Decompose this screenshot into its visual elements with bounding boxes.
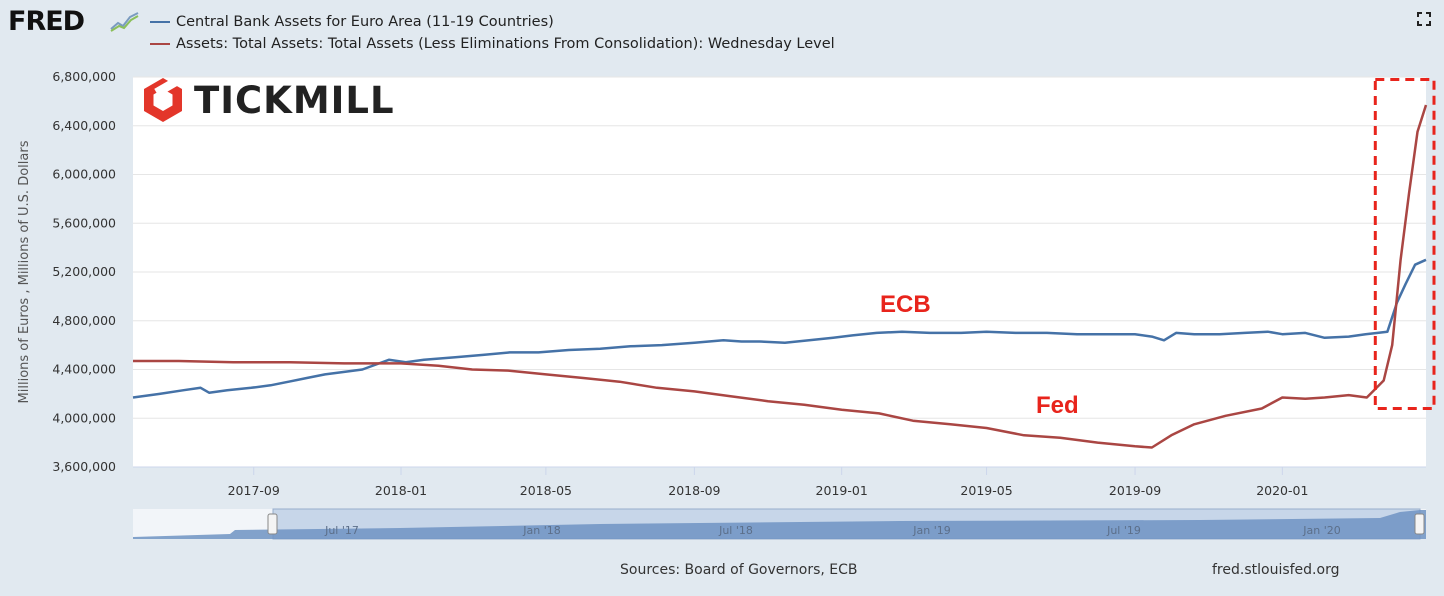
annotation-fed: Fed — [1036, 392, 1079, 419]
navigator-label: Jul '18 — [718, 524, 753, 537]
footer-site-link[interactable]: fred.stlouisfed.org — [1212, 562, 1340, 578]
series-line-fed — [133, 104, 1428, 449]
footer-sources: Sources: Board of Governors, ECB — [620, 562, 858, 578]
y-tick-label: 5,600,000 — [52, 215, 116, 230]
x-tick-label: 2018-05 — [520, 483, 572, 498]
x-tick-label: 2020-01 — [1256, 483, 1308, 498]
y-axis-label: Millions of Euros , Millions of U.S. Dol… — [17, 140, 32, 403]
navigator-handle-right[interactable] — [1414, 513, 1425, 535]
navigator-labels: Jul '17 Jan '18 Jul '18 Jan '19 Jul '19 Jan '… — [324, 524, 1341, 537]
y-tick-label: 5,200,000 — [52, 264, 116, 279]
legend-item-fed[interactable]: Assets: Total Assets: Total Assets (Less… — [150, 36, 835, 52]
y-tick-label: 4,400,000 — [52, 362, 116, 377]
y-tick-label: 6,800,000 — [52, 69, 116, 84]
legend-label-fed: Assets: Total Assets: Total Assets (Less… — [176, 36, 835, 52]
y-tick-label: 3,600,000 — [52, 459, 116, 474]
navigator-label: Jul '19 — [1106, 524, 1141, 537]
header: FRED Central Bank Assets for Euro Area (… — [0, 0, 1444, 66]
navigator-label: Jul '17 — [324, 524, 359, 537]
legend-label-ecb: Central Bank Assets for Euro Area (11-19… — [176, 14, 554, 30]
navigator-label: Jan '20 — [1302, 524, 1340, 537]
x-tick-label: 2019-05 — [960, 483, 1012, 498]
navigator-handle-left[interactable] — [267, 513, 278, 535]
y-tick-label: 4,800,000 — [52, 313, 116, 328]
legend-swatch-ecb — [150, 21, 170, 23]
x-tick-label: 2018-09 — [668, 483, 720, 498]
x-axis: 2017-09 2018-01 2018-05 2018-09 2019-01 2019-… — [133, 466, 1426, 498]
tickmill-logo-icon — [144, 77, 182, 122]
tickmill-watermark: TICKMILL — [144, 77, 395, 122]
tickmill-text: TICKMILL — [194, 79, 395, 122]
annotation-ecb: ECB — [880, 291, 931, 318]
fullscreen-icon[interactable] — [1417, 12, 1431, 26]
fred-logo[interactable]: FRED — [8, 6, 85, 37]
series-layer — [132, 104, 1428, 449]
x-tick-label: 2018-01 — [375, 483, 427, 498]
navigator-label: Jan '18 — [522, 524, 560, 537]
y-tick-label: 6,400,000 — [52, 118, 116, 133]
x-tick-label: 2019-01 — [816, 483, 868, 498]
series-line-ecb — [132, 258, 1427, 399]
x-tick-label: 2017-09 — [228, 483, 280, 498]
legend-item-ecb[interactable]: Central Bank Assets for Euro Area (11-19… — [150, 14, 554, 30]
y-tick-label: 6,000,000 — [52, 167, 116, 182]
grid — [133, 76, 1426, 468]
y-tick-label: 4,000,000 — [52, 410, 116, 425]
legend-swatch-fed — [150, 43, 170, 45]
navigator-series — [133, 510, 1426, 539]
navigator-label: Jan '19 — [912, 524, 950, 537]
x-tick-label: 2019-09 — [1109, 483, 1161, 498]
fred-chart-icon — [110, 10, 140, 32]
navigator[interactable]: Jul '17 Jan '18 Jul '18 Jan '19 Jul '19 Jan '… — [133, 508, 1426, 540]
y-axis: 3,600,000 4,000,000 4,400,000 4,800,000 5,20… — [52, 69, 116, 474]
